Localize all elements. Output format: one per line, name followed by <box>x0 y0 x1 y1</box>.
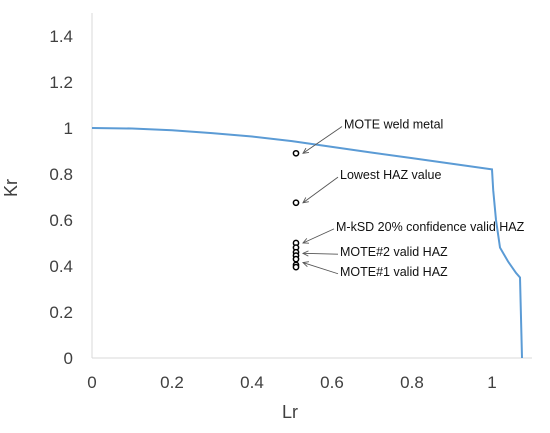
annotation-label: MOTE#2 valid HAZ <box>340 245 448 259</box>
annotation-arrowhead <box>302 197 309 204</box>
data-point <box>292 263 300 271</box>
annotation-arrowhead <box>302 238 310 244</box>
annotation-label: M-kSD 20% confidence valid HAZ <box>336 220 525 234</box>
annotation-arrows <box>301 126 343 275</box>
data-point <box>292 149 300 157</box>
y-tick-label: 0.6 <box>49 211 73 230</box>
annotation-label: MOTE weld metal <box>344 118 443 132</box>
data-point <box>292 255 300 263</box>
annotation-label: MOTE#1 valid HAZ <box>340 265 448 279</box>
y-axis-title: Kr <box>1 179 21 197</box>
annotation-arrow <box>302 126 343 154</box>
annotation-label: Lowest HAZ value <box>340 168 441 182</box>
annotation-arrow <box>302 262 339 275</box>
points-layer <box>292 149 300 271</box>
y-tick-label: 0.4 <box>49 257 73 276</box>
x-tick-label: 0.4 <box>240 373 264 392</box>
annotation-arrow <box>302 252 339 255</box>
annotation-arrow <box>302 228 335 244</box>
x-tick-label: 1 <box>487 373 496 392</box>
y-tick-label: 0 <box>64 349 73 368</box>
x-axis-title: Lr <box>282 402 298 422</box>
y-tick-label: 0.2 <box>49 303 73 322</box>
y-tick-label: 0.8 <box>49 165 73 184</box>
annotations-layer: MOTE weld metal Lowest HAZ value M-kSD 20%… <box>336 118 525 279</box>
y-tick-label: 1.4 <box>49 27 73 46</box>
y-tick-label: 1.2 <box>49 73 73 92</box>
ticks-layer: 0 0.2 0.4 0.6 0.8 1 0 0.2 0.4 0.6 0.8 1 1.2 1.4 <box>49 27 496 392</box>
x-tick-label: 0 <box>87 373 96 392</box>
data-point <box>292 199 300 207</box>
annotation-arrowhead <box>302 261 310 268</box>
annotation-arrow <box>302 176 339 204</box>
x-tick-label: 0.6 <box>320 373 344 392</box>
annotation-arrowhead <box>302 147 309 154</box>
y-tick-label: 1 <box>64 119 73 138</box>
annotation-arrowhead <box>301 250 309 257</box>
x-tick-label: 0.8 <box>400 373 424 392</box>
fad-curve-line <box>91 127 523 359</box>
x-tick-label: 0.2 <box>160 373 184 392</box>
